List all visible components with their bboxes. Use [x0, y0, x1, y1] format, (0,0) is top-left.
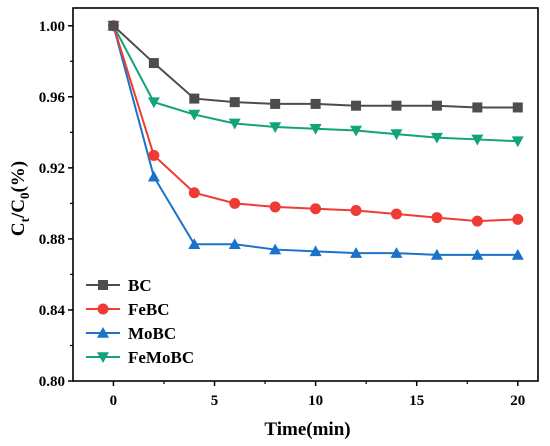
data-point-bc — [431, 100, 442, 111]
y-tick-label: 0.84 — [39, 303, 66, 319]
series-bc — [108, 20, 523, 113]
data-point-bc — [189, 93, 200, 104]
plot-frame — [72, 7, 539, 382]
legend-marker-mobc — [97, 327, 109, 338]
legend: BC FeBC MoBC FeMoBC — [86, 276, 194, 367]
legend-label-febc: FeBC — [128, 300, 170, 319]
legend-item-mobc: MoBC — [86, 324, 176, 343]
legend-marker-febc — [97, 303, 109, 315]
data-point-febc — [390, 208, 402, 220]
data-point-febc — [350, 204, 362, 216]
legend-marker-femobc — [97, 352, 109, 363]
legend-label-mobc: MoBC — [128, 324, 176, 343]
axes: 0 5 10 15 20 0.80 0.84 0.88 0.92 0.96 1.00 — [39, 7, 539, 409]
data-point-femobc — [350, 125, 363, 137]
data-point-bc — [512, 102, 523, 113]
x-tick-label: 0 — [110, 393, 118, 409]
x-tick-label: 15 — [409, 393, 424, 409]
data-point-mobc — [188, 238, 201, 250]
data-point-femobc — [430, 132, 443, 144]
legend-label-femobc: FeMoBC — [128, 348, 194, 367]
data-point-bc — [148, 58, 159, 69]
axis-labels: Time(min) Ct/C0(%) — [8, 161, 351, 440]
data-point-febc — [310, 203, 322, 215]
data-point-femobc — [471, 134, 484, 146]
y-tick-label: 0.88 — [39, 232, 65, 248]
data-point-femobc — [269, 122, 282, 134]
series-line-bc — [112, 25, 518, 109]
legend-label-bc: BC — [128, 276, 152, 295]
data-point-mobc — [147, 170, 160, 182]
data-point-mobc — [430, 248, 443, 260]
legend-marker-bc — [98, 280, 108, 290]
data-point-mobc — [350, 247, 363, 258]
data-point-febc — [269, 201, 281, 213]
data-point-febc — [512, 213, 524, 225]
data-point-femobc — [309, 123, 322, 135]
series-line-febc — [112, 25, 518, 223]
legend-item-bc: BC — [86, 276, 152, 295]
data-point-femobc — [188, 109, 201, 121]
y-tick-label: 0.92 — [39, 161, 65, 177]
data-point-febc — [471, 215, 483, 227]
data-point-bc — [472, 102, 483, 113]
data-point-mobc — [511, 248, 524, 260]
legend-item-femobc: FeMoBC — [86, 348, 194, 367]
series-line-mobc — [112, 25, 518, 256]
series-febc — [107, 20, 524, 227]
legend-item-febc: FeBC — [86, 300, 170, 319]
data-point-febc — [188, 187, 200, 199]
data-point-bc — [310, 98, 321, 109]
x-axis-label: Time(min) — [264, 419, 350, 440]
data-point-bc — [391, 100, 402, 111]
data-point-bc — [108, 20, 119, 31]
y-axis-label: Ct/C0(%) — [8, 161, 32, 236]
series-femobc — [107, 20, 524, 148]
series-line-femobc — [112, 25, 518, 143]
y-tick-label: 0.80 — [39, 374, 65, 390]
data-point-mobc — [269, 243, 282, 255]
data-point-mobc — [390, 247, 403, 258]
data-point-femobc — [147, 97, 160, 109]
x-tick-label: 5 — [211, 393, 219, 409]
data-point-bc — [351, 100, 362, 111]
data-point-femobc — [390, 129, 403, 141]
x-tick-label: 10 — [308, 393, 323, 409]
data-point-bc — [229, 97, 240, 108]
data-point-bc — [270, 98, 281, 109]
data-point-femobc — [511, 136, 524, 148]
y-tick-label: 1.00 — [39, 19, 65, 35]
series-layer — [107, 19, 524, 260]
data-point-mobc — [228, 238, 241, 250]
data-point-febc — [229, 197, 241, 209]
data-point-femobc — [228, 118, 241, 130]
data-point-febc — [148, 149, 160, 161]
data-point-febc — [431, 212, 443, 224]
data-point-mobc — [309, 245, 322, 257]
data-point-mobc — [471, 248, 484, 260]
x-tick-label: 20 — [510, 393, 525, 409]
y-tick-label: 0.96 — [39, 90, 66, 106]
